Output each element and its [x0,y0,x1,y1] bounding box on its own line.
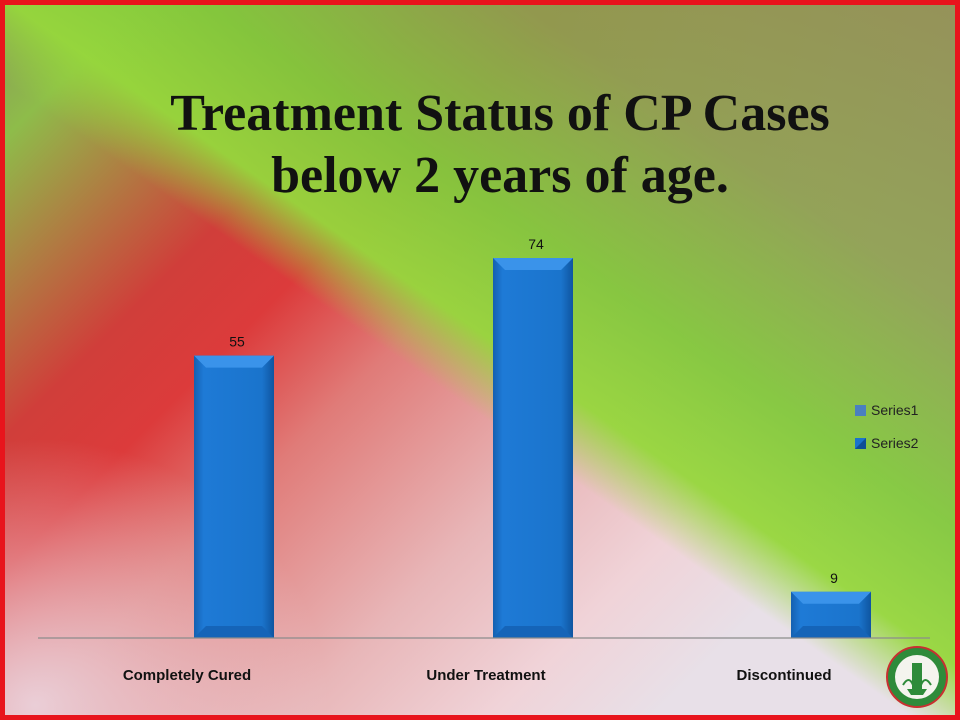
institution-seal-logo [886,646,948,708]
legend-swatch-series2-bevel [855,438,866,449]
chart-title-line1: Treatment Status of CP Cases [170,85,830,142]
data-label: 9 [830,570,838,586]
legend-label-series2: Series2 [871,435,919,451]
data-label: 55 [229,334,245,350]
category-label: Discontinued [736,667,831,684]
category-label: Completely Cured [123,667,251,684]
legend-label-series1: Series1 [871,402,919,418]
legend: Series1 Series2 [855,402,919,451]
bar-completely-cured [194,355,274,638]
category-label: Under Treatment [426,667,545,684]
chart-title: Treatment Status of CP Cases below 2 yea… [65,83,935,207]
bar-discontinued [791,591,871,638]
chart-title-line2: below 2 years of age. [271,147,729,204]
data-label: 74 [528,236,544,252]
legend-swatch-series1 [855,405,866,416]
bar-chart: 55 Completely Cured 74 Under Treatment 9 Disc… [38,236,930,684]
bar-under-treatment [493,258,573,638]
